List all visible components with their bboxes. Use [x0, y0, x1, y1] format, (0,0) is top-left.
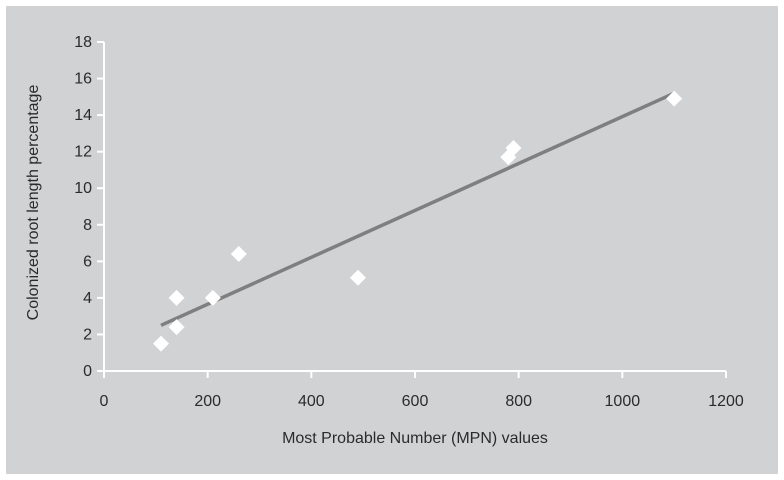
- x-axis-ticks: 0 200 400 600 800 1000 1200: [100, 371, 744, 410]
- x-tick-label: 1200: [708, 393, 744, 410]
- data-point-diamond: [666, 90, 683, 107]
- data-point-diamond: [505, 140, 522, 157]
- x-tick-label: 1000: [605, 393, 641, 410]
- y-tick-label: 16: [74, 71, 92, 88]
- x-tick-label: 800: [505, 393, 532, 410]
- x-tick-label: 200: [194, 393, 221, 410]
- y-axis-title: Colonized root length percentage: [25, 85, 42, 321]
- data-point-diamond: [230, 246, 247, 263]
- y-tick-label: 18: [74, 34, 92, 51]
- x-axis-title: Most Probable Number (MPN) values: [282, 430, 548, 447]
- x-tick-label: 600: [402, 393, 429, 410]
- x-tick-label: 400: [298, 393, 325, 410]
- y-axis-ticks: 0 2 4 6 8 10 12 14 16 18: [74, 34, 104, 380]
- data-point-diamond: [168, 289, 185, 306]
- data-points: [153, 90, 683, 352]
- trendline: [160, 91, 675, 327]
- y-tick-label: 0: [83, 363, 92, 380]
- data-point-diamond: [204, 289, 221, 306]
- y-tick-label: 8: [83, 217, 92, 234]
- y-tick-label: 4: [83, 290, 92, 307]
- y-tick-label: 6: [83, 253, 92, 270]
- y-tick-label: 14: [74, 107, 92, 124]
- data-point-diamond: [168, 319, 185, 336]
- trendline-layer: [160, 91, 675, 327]
- data-point-diamond: [349, 269, 366, 286]
- data-point-diamond: [153, 335, 170, 352]
- x-tick-label: 0: [100, 393, 109, 410]
- y-tick-label: 10: [74, 180, 92, 197]
- y-tick-label: 12: [74, 144, 92, 161]
- y-tick-label: 2: [83, 326, 92, 343]
- axes: [103, 42, 726, 372]
- chart-panel: 0 2 4 6 8 10 12 14 16 18 0 200 400 600 800 1000 1200 Co…: [6, 6, 778, 474]
- scatter-chart: 0 2 4 6 8 10 12 14 16 18 0 200 400 600 800 1000 1200 Co…: [25, 34, 744, 447]
